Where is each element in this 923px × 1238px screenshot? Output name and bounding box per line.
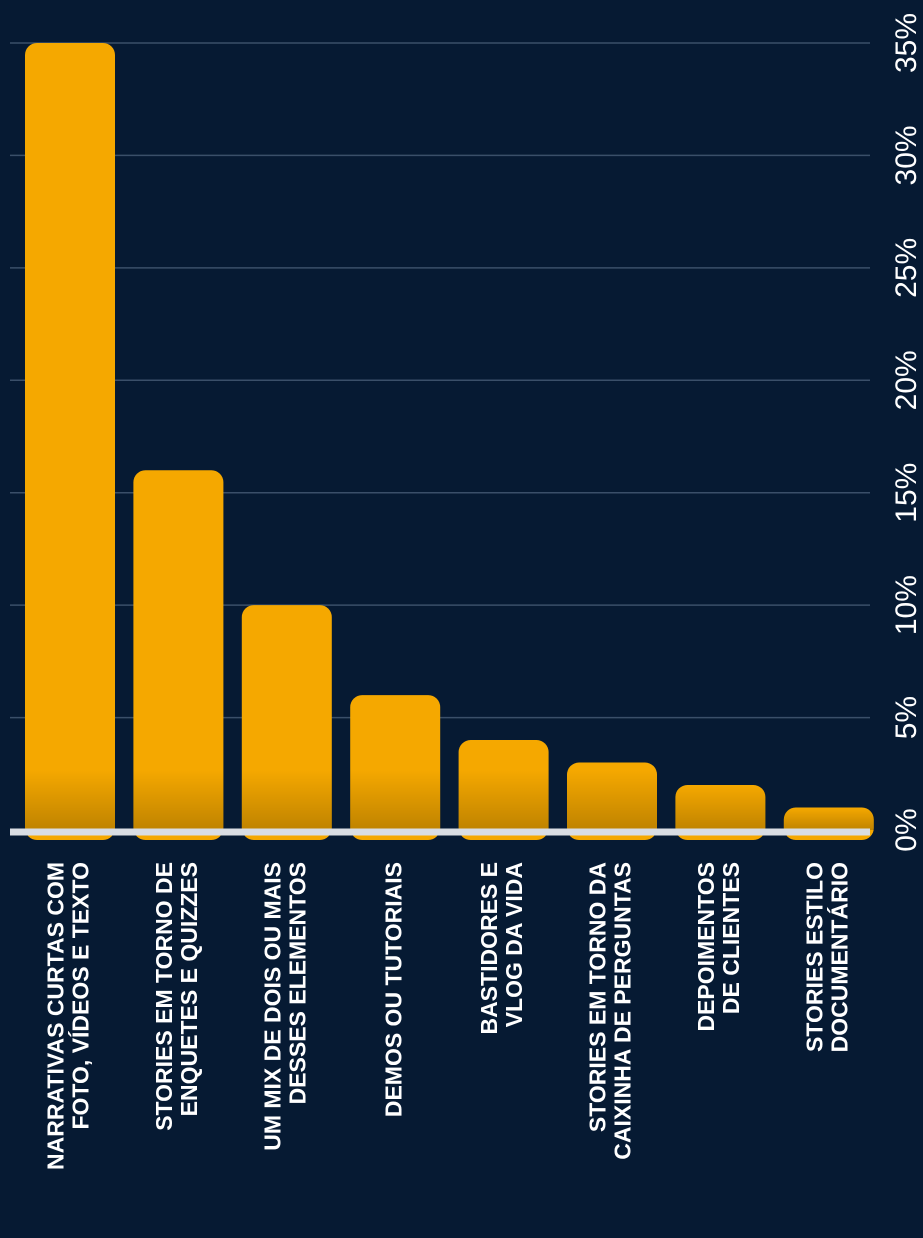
bar-shade [567,770,657,830]
category-label: DESSES ELEMENTOS [284,862,310,1104]
bar-shade [133,770,224,830]
category-label: STORIES ESTILO [801,862,827,1052]
value-tick-label: 15% [890,463,923,523]
category-label: DEMOS OU TUTORIAIS [380,862,406,1117]
bar [25,43,115,840]
value-tick-label: 0% [890,808,923,851]
value-tick-label: 35% [890,13,923,73]
value-tick-label: 20% [890,350,923,410]
value-tick-label: 10% [890,575,923,635]
value-tick-label: 30% [890,125,923,185]
category-label: UM MIX DE DOIS OU MAIS [259,862,285,1151]
category-label: STORIES EM TORNO DA [585,862,611,1132]
category-label: DEPOIMENTOS [693,862,719,1032]
bar-shade [241,770,332,830]
category-label: VLOG DA VIDA [501,862,527,1027]
category-labels: NARRATIVAS CURTAS COM FOTO, VÍDEOS E TEXT… [43,862,853,1170]
category-label: BASTIDORES E [476,862,502,1035]
value-tick-label: 25% [890,238,923,298]
bar-shade [25,770,115,830]
category-label: DOCUMENTÁRIO [825,862,852,1052]
bar-shade [350,770,441,830]
category-label: FOTO, VÍDEOS E TEXTO [67,862,94,1130]
category-label: NARRATIVAS CURTAS COM [43,862,69,1170]
category-label: DE CLIENTES [718,862,744,1014]
bar [133,470,224,840]
value-axis-ticks: 0% 5% 10% 15% 20% 25% 30% 35% [890,13,923,852]
bar-shade [783,807,874,830]
category-label: ENQUETES E QUIZZES [176,862,202,1116]
category-label: STORIES EM TORNO DE [151,862,177,1131]
bar-shade [458,770,549,830]
category-label: CAIXINHA DE PERGUNTAS [610,862,636,1160]
value-tick-label: 5% [890,696,923,739]
bar-shade [675,785,766,830]
bars [25,43,874,840]
